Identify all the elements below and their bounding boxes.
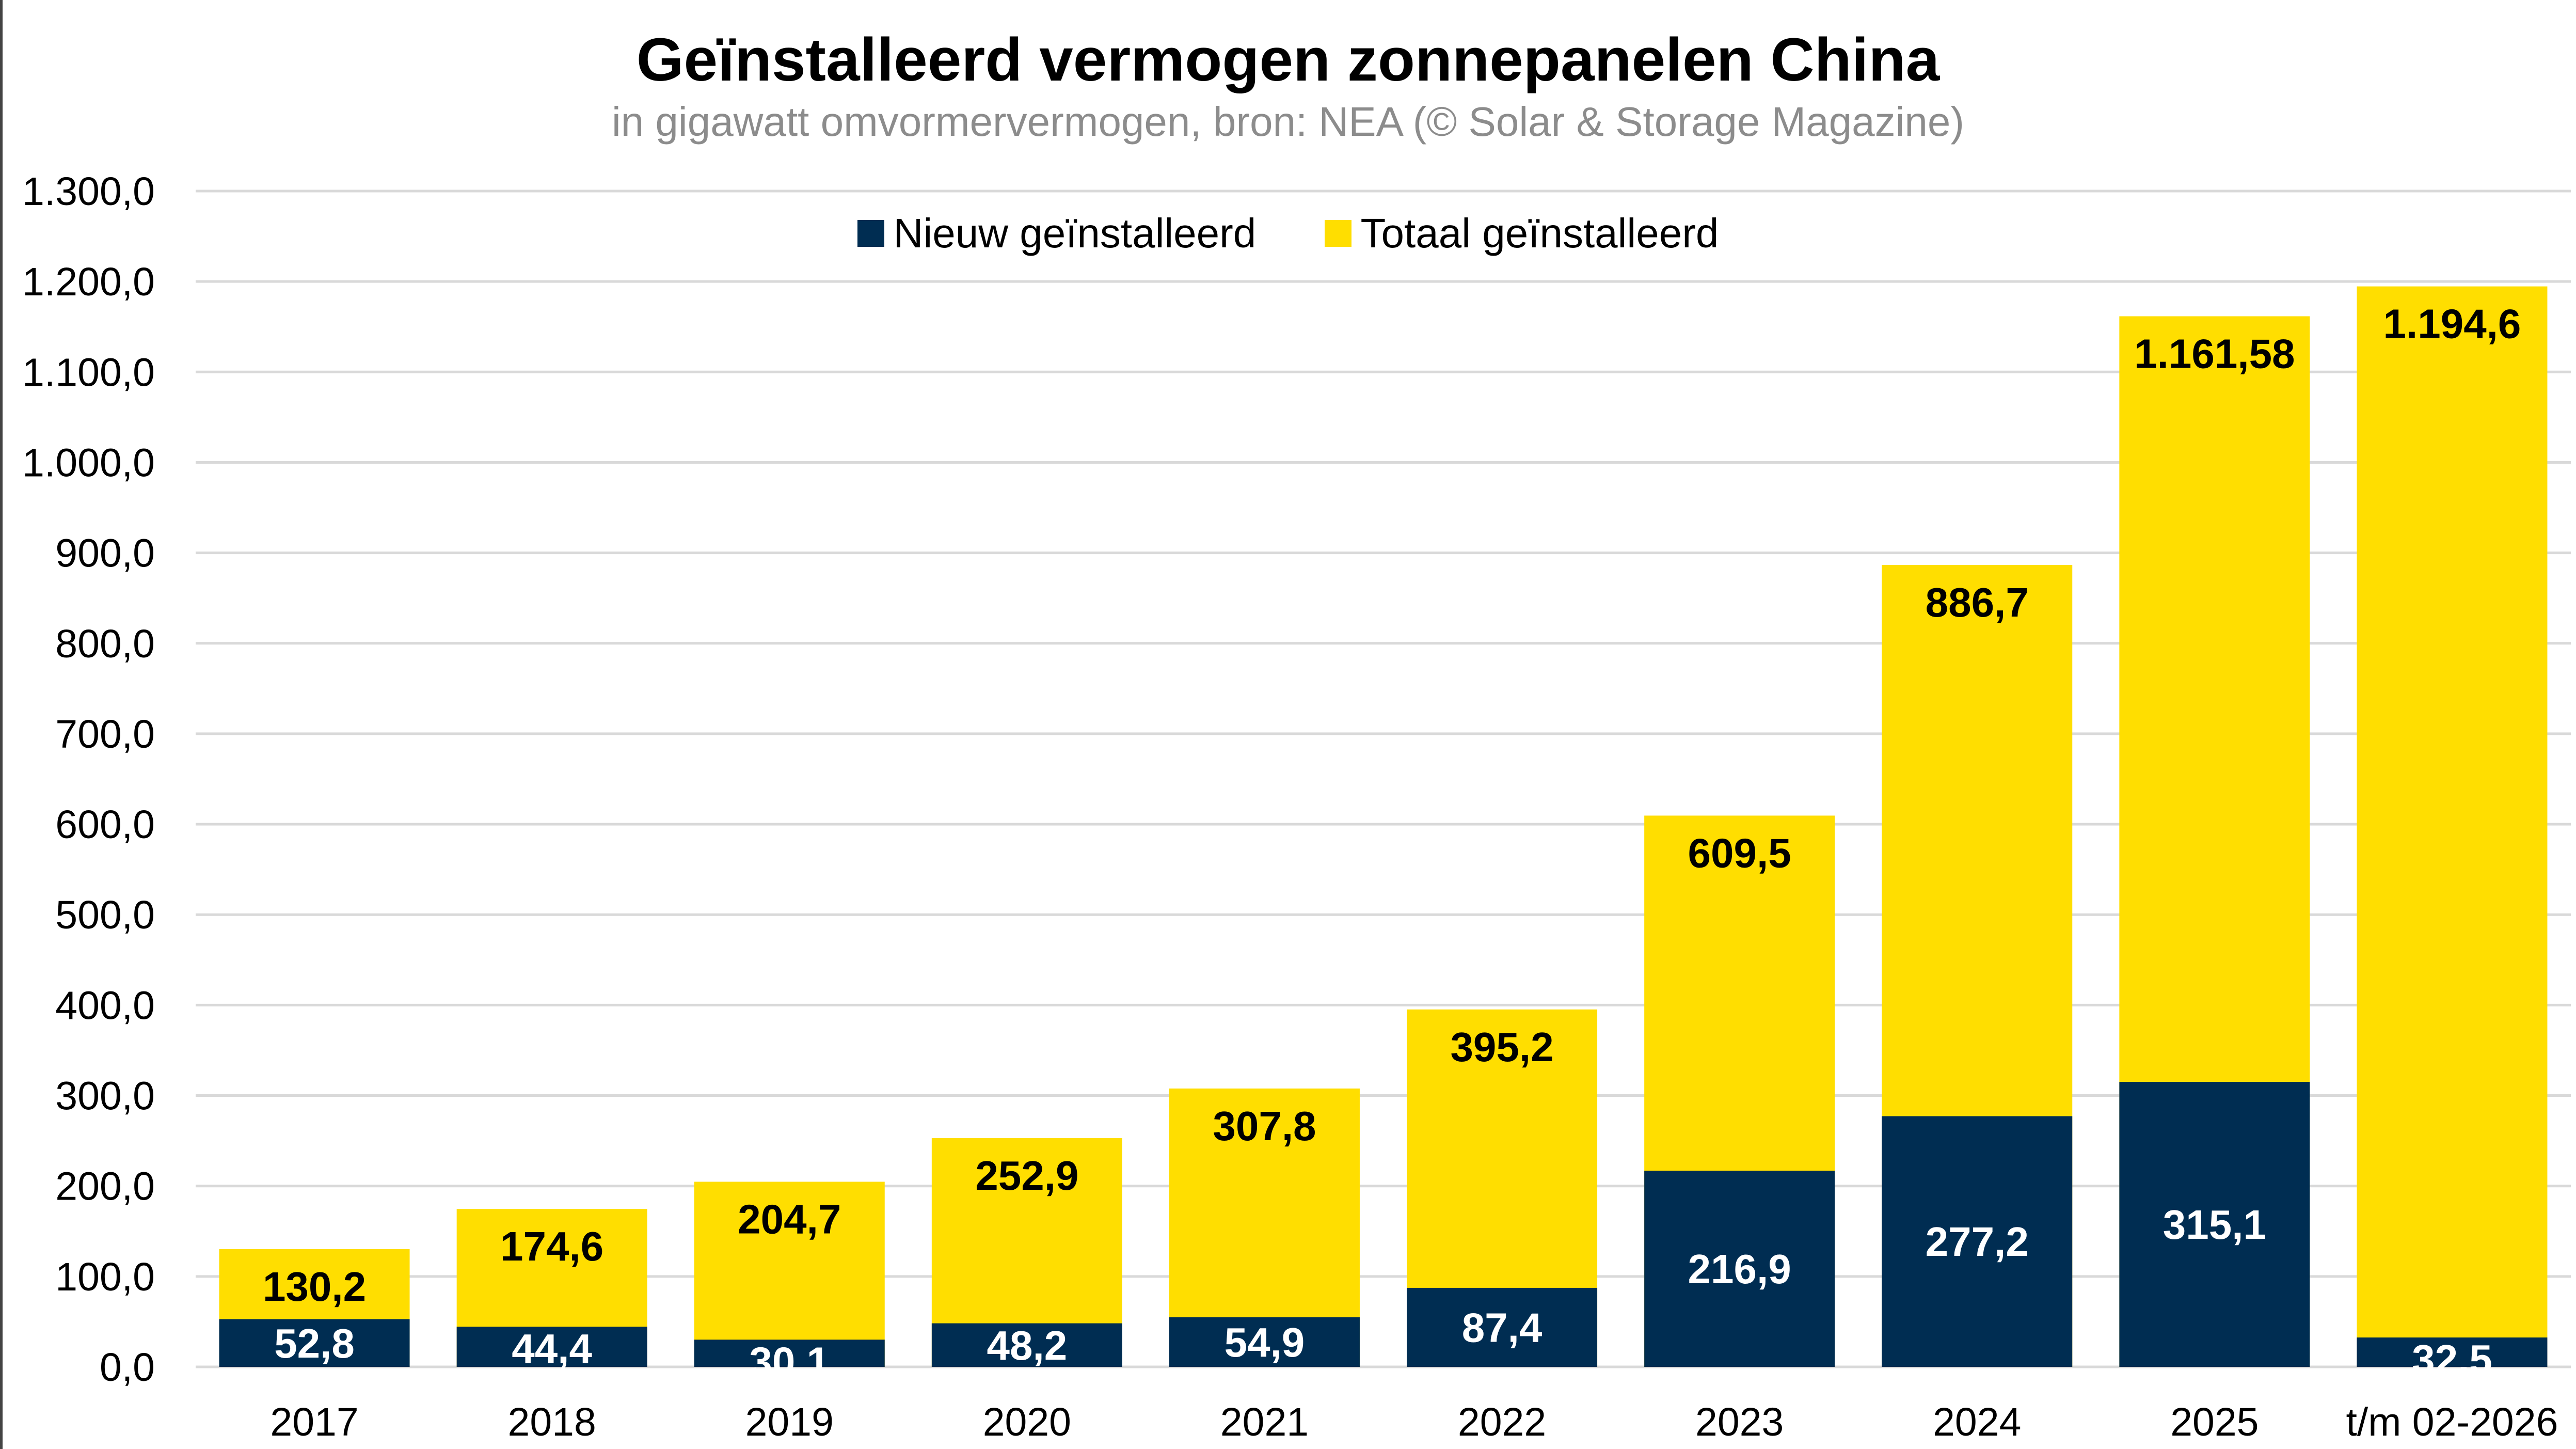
- y-tick-label: 0,0: [100, 1345, 155, 1390]
- x-tick-label: 2022: [1458, 1400, 1546, 1444]
- legend-item-total: Totaal geïnstalleerd: [1324, 210, 1719, 257]
- data-label-total: 609,5: [1688, 830, 1791, 876]
- data-label-new: 277,2: [1926, 1219, 2029, 1265]
- data-label-total: 886,7: [1926, 579, 2029, 625]
- bar-new: [1169, 1317, 1360, 1367]
- bar-new: [2119, 1082, 2310, 1367]
- x-tick-label: 2023: [1695, 1400, 1784, 1444]
- chart-subtitle: in gigawatt omvormervermogen, bron: NEA …: [611, 99, 1965, 145]
- data-label-new: 30,1: [749, 1338, 830, 1384]
- x-tick-label: 2025: [2170, 1400, 2259, 1444]
- bar-total: [2357, 286, 2548, 1367]
- data-label-new: 54,9: [1225, 1319, 1305, 1365]
- x-tick-label: 2020: [983, 1400, 1071, 1444]
- bar-new: [456, 1327, 647, 1367]
- data-label-new: 52,8: [274, 1320, 355, 1366]
- data-label-total: 204,7: [738, 1196, 841, 1242]
- y-tick-label: 300,0: [55, 1074, 155, 1119]
- data-label-new: 48,2: [987, 1322, 1067, 1368]
- data-label-new: 87,4: [1462, 1304, 1543, 1350]
- bar-new: [219, 1319, 410, 1367]
- x-tick-label: 2019: [745, 1400, 834, 1444]
- y-tick-label: 1.100,0: [22, 350, 155, 395]
- data-label-total: 252,9: [975, 1153, 1078, 1199]
- legend: Nieuw geïnstalleerd Totaal geïnstalleerd: [0, 209, 2576, 257]
- x-tick-label: 2017: [270, 1400, 358, 1444]
- bar-new: [931, 1323, 1122, 1367]
- data-label-total: 1.161,58: [2134, 330, 2295, 376]
- data-label-total: 174,6: [500, 1223, 603, 1269]
- y-tick-label: 900,0: [55, 531, 155, 576]
- legend-label-total: Totaal geïnstalleerd: [1360, 210, 1719, 256]
- legend-swatch-total: [1324, 220, 1351, 247]
- legend-swatch-new: [857, 220, 884, 247]
- x-tick-label: 2024: [1933, 1400, 2021, 1444]
- y-tick-label: 1.300,0: [22, 169, 155, 214]
- x-tick-label: 2018: [508, 1400, 596, 1444]
- y-tick-label: 700,0: [55, 712, 155, 757]
- y-tick-label: 600,0: [55, 802, 155, 847]
- y-tick-label: 100,0: [55, 1255, 155, 1299]
- data-label-total: 307,8: [1213, 1103, 1316, 1149]
- bar-new: [1644, 1171, 1835, 1367]
- data-label-total: 1.194,6: [2383, 301, 2521, 347]
- bar-new: [1407, 1287, 1598, 1367]
- legend-item-new: Nieuw geïnstalleerd: [857, 210, 1257, 257]
- y-tick-label: 800,0: [55, 622, 155, 666]
- data-label-new: 315,1: [2163, 1202, 2266, 1248]
- data-label-total: 130,2: [263, 1264, 366, 1310]
- x-tick-label: t/m 02-2026: [2346, 1400, 2558, 1444]
- y-tick-label: 400,0: [55, 983, 155, 1028]
- y-tick-label: 1.200,0: [22, 260, 155, 304]
- bar-new: [1882, 1116, 2073, 1367]
- legend-label-new: Nieuw geïnstalleerd: [893, 210, 1257, 256]
- data-label-total: 395,2: [1450, 1024, 1553, 1070]
- data-label-new: 32,5: [2412, 1336, 2492, 1382]
- data-label-new: 216,9: [1688, 1246, 1791, 1292]
- bar-total: [694, 1182, 885, 1367]
- bar-new: [2357, 1337, 2548, 1367]
- y-tick-label: 1.000,0: [22, 440, 155, 485]
- x-tick-label: 2021: [1220, 1400, 1309, 1444]
- y-tick-label: 500,0: [55, 893, 155, 937]
- chart-title: Geïnstalleerd vermogen zonnepanelen Chin…: [636, 26, 1940, 94]
- bar-new: [694, 1340, 885, 1367]
- data-label-new: 44,4: [512, 1326, 592, 1372]
- y-tick-label: 200,0: [55, 1164, 155, 1209]
